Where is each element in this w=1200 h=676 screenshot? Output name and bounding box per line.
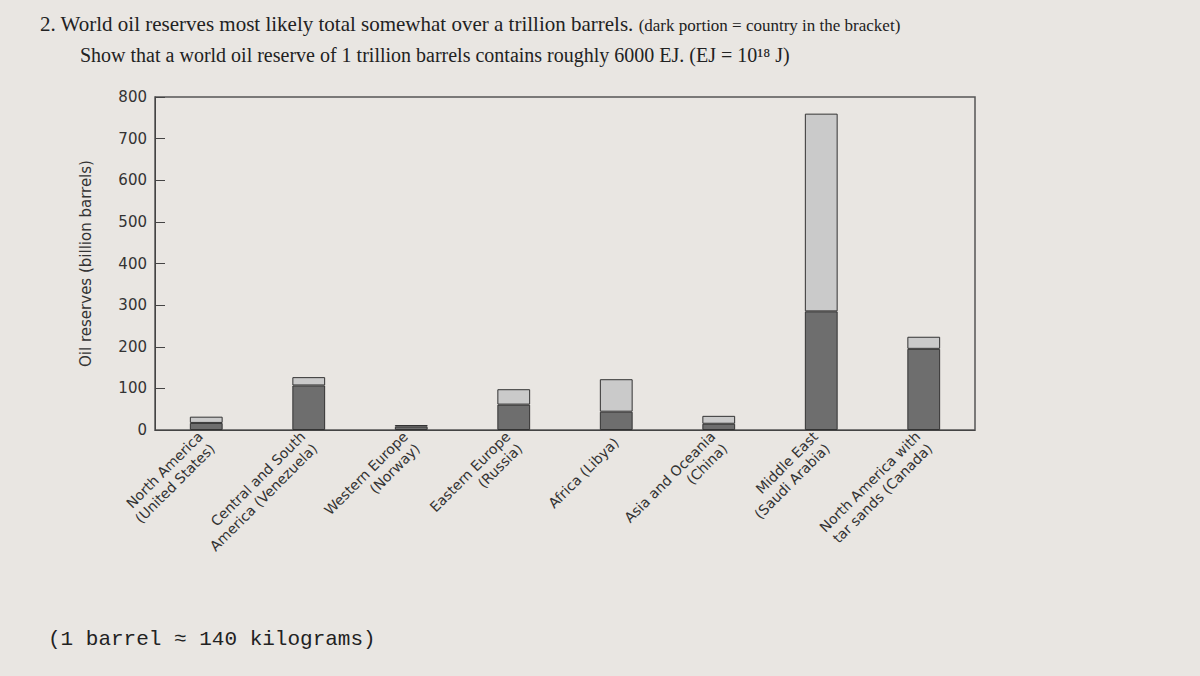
svg-text:Oil reserves (billion barrels): Oil reserves (billion barrels)	[77, 160, 95, 367]
svg-text:(United States): (United States)	[132, 440, 218, 526]
svg-text:America (Venezuela): America (Venezuela)	[207, 440, 321, 554]
svg-text:Asia and Oceania: Asia and Oceania	[621, 428, 719, 526]
svg-text:(Russia): (Russia)	[475, 440, 526, 491]
svg-text:Eastern Europe: Eastern Europe	[426, 428, 514, 516]
svg-text:0: 0	[137, 421, 147, 439]
svg-text:500: 500	[118, 213, 147, 231]
svg-text:Middle East: Middle East	[752, 428, 821, 497]
svg-text:200: 200	[118, 338, 147, 356]
svg-text:(Saudi Arabia): (Saudi Arabia)	[751, 440, 833, 522]
svg-text:North America with: North America with	[816, 428, 923, 535]
svg-text:Africa (Libya): Africa (Libya)	[545, 434, 622, 511]
svg-text:700: 700	[118, 130, 147, 148]
svg-text:tar sands (Canada): tar sands (Canada)	[830, 440, 936, 546]
svg-text:300: 300	[118, 296, 147, 314]
svg-text:600: 600	[118, 171, 147, 189]
svg-text:North America: North America	[123, 428, 206, 512]
svg-text:800: 800	[118, 88, 147, 106]
html-text:Show that a world oil reserve: Show that a world oil reserve of 1 trill…	[80, 44, 790, 66]
svg-text:100: 100	[118, 379, 147, 397]
svg-text:400: 400	[118, 255, 147, 273]
svg-text:Western Europe: Western Europe	[321, 428, 411, 519]
svg-text:(Norway): (Norway)	[366, 440, 423, 497]
html-text:2. World oil reserves most lik: 2. World oil reserves most likely total …	[40, 12, 901, 36]
svg-text:Central and South: Central and South	[207, 428, 309, 530]
html-text:(1 barrel ≈ 140 kilograms): (1 barrel ≈ 140 kilograms)	[48, 628, 376, 651]
svg-text:(China): (China)	[683, 440, 730, 487]
